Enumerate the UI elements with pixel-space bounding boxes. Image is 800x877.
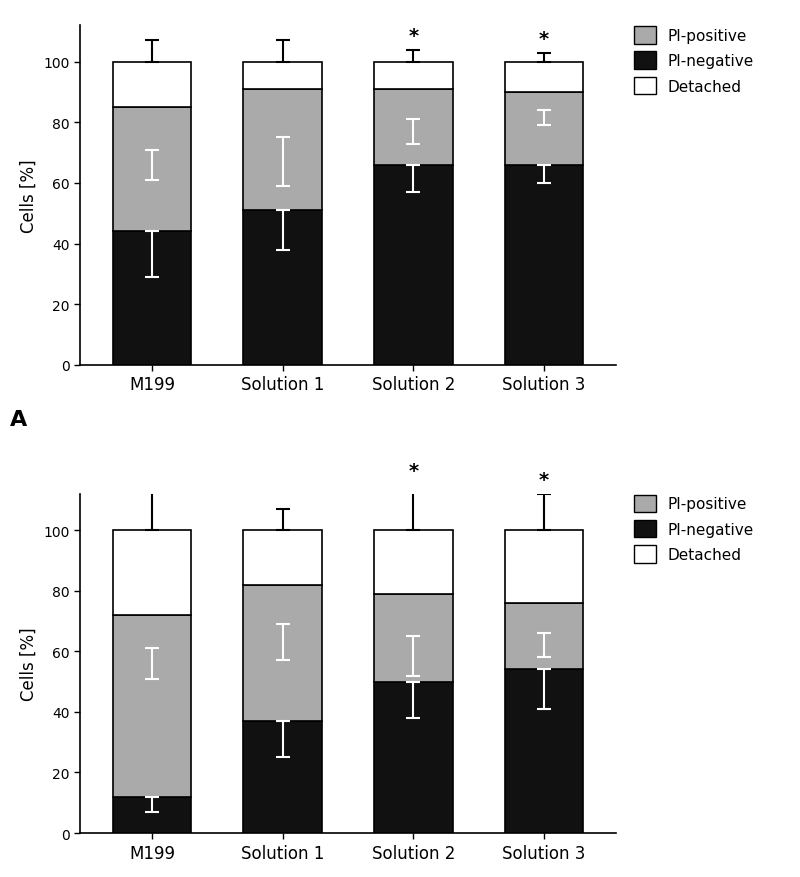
Legend: PI-positive, PI-negative, Detached: PI-positive, PI-negative, Detached [634, 495, 754, 563]
Bar [243, 531, 322, 585]
Bar [374, 531, 453, 594]
Bar [505, 166, 583, 366]
Bar [243, 721, 322, 833]
Text: *: * [539, 471, 549, 489]
Text: *: * [408, 461, 418, 481]
Bar [374, 89, 453, 166]
Text: *: * [539, 30, 549, 49]
Bar [374, 166, 453, 366]
Bar [505, 670, 583, 833]
Bar [505, 93, 583, 166]
Bar [113, 62, 191, 108]
Y-axis label: Cells [%]: Cells [%] [20, 627, 38, 701]
Bar [505, 603, 583, 670]
Bar [505, 531, 583, 603]
Bar [113, 108, 191, 232]
Bar [113, 232, 191, 366]
Legend: PI-positive, PI-negative, Detached: PI-positive, PI-negative, Detached [634, 27, 754, 96]
Bar [374, 681, 453, 833]
Bar [243, 585, 322, 721]
Text: A: A [10, 410, 27, 430]
Bar [374, 62, 453, 89]
Bar [243, 62, 322, 89]
Bar [243, 89, 322, 211]
Bar [113, 797, 191, 833]
Bar [374, 594, 453, 681]
Bar [243, 211, 322, 366]
Bar [113, 616, 191, 797]
Bar [505, 62, 583, 93]
Y-axis label: Cells [%]: Cells [%] [20, 159, 38, 232]
Text: *: * [408, 27, 418, 46]
Bar [113, 531, 191, 616]
